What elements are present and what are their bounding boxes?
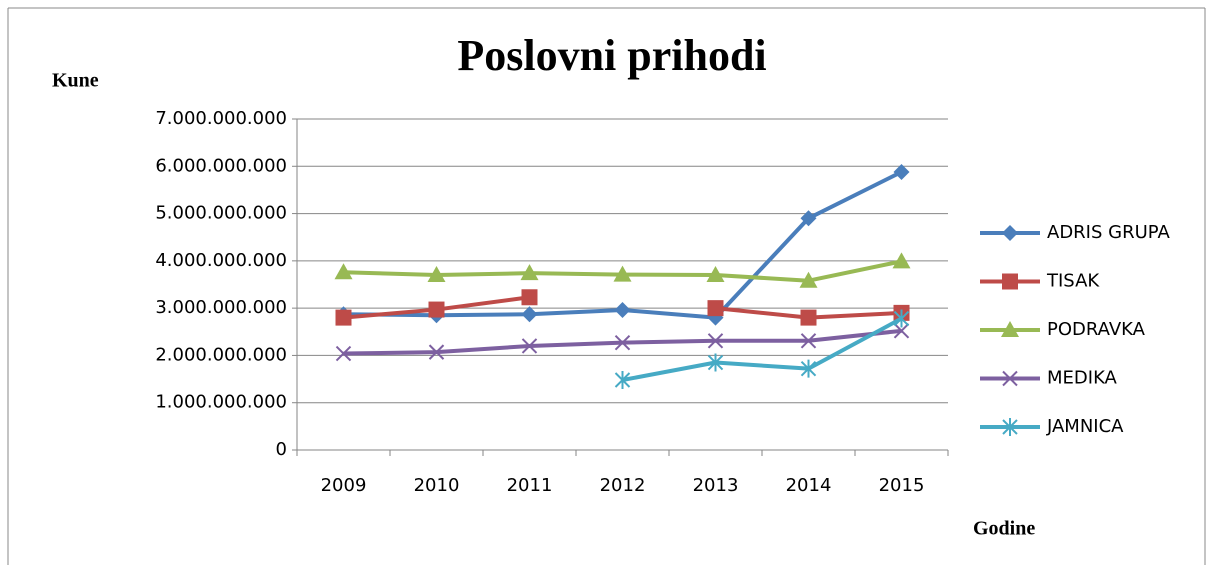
- series-line: [343, 170, 903, 320]
- legend-marker: [1001, 321, 1019, 337]
- x-tick-label: 2014: [786, 475, 832, 496]
- data-point: [428, 301, 445, 318]
- y-tick-label: 7.000.000.000: [155, 108, 287, 129]
- y-tick-label: 6.000.000.000: [155, 155, 287, 176]
- data-point: [707, 300, 724, 317]
- data-point: [521, 289, 538, 306]
- legend-marker: [1002, 273, 1018, 290]
- y-tick-label: 3.000.000.000: [155, 297, 287, 318]
- legend-label: TISAK: [1046, 271, 1100, 292]
- legend-marker: [1002, 418, 1018, 436]
- y-tick-label: 4.000.000.000: [155, 250, 287, 271]
- y-axis-label: Kune: [52, 70, 99, 92]
- data-point: [335, 309, 352, 326]
- legend-label: ADRIS GRUPA: [1047, 222, 1170, 243]
- y-tick-label: 1.000.000.000: [155, 392, 287, 413]
- data-point: [334, 263, 353, 280]
- y-tick-label: 0: [276, 439, 287, 460]
- series-line: [622, 316, 903, 382]
- legend-marker: [1002, 225, 1018, 241]
- x-tick-label: 2015: [879, 475, 925, 496]
- chart-title: Poslovni prihodi: [457, 31, 766, 80]
- data-point: [428, 344, 445, 360]
- data-point: [521, 306, 538, 323]
- data-point: [427, 266, 446, 283]
- legend-marker: [1002, 370, 1018, 387]
- x-tick-label: 2011: [507, 475, 553, 496]
- data-point: [335, 345, 352, 362]
- x-tick-label: 2010: [414, 475, 460, 496]
- data-point: [706, 266, 725, 283]
- data-point: [800, 333, 817, 349]
- legend-label: PODRAVKA: [1047, 319, 1146, 340]
- data-point: [707, 353, 724, 372]
- y-tick-label: 5.000.000.000: [155, 203, 287, 224]
- x-tick-label: 2013: [693, 475, 739, 496]
- data-point: [799, 271, 818, 288]
- legend-label: JAMNICA: [1046, 416, 1124, 437]
- data-point: [800, 309, 817, 326]
- data-point: [707, 333, 724, 349]
- data-point: [521, 338, 538, 354]
- data-point: [614, 302, 631, 319]
- y-tick-label: 2.000.000.000: [155, 344, 287, 365]
- data-point: [892, 252, 911, 269]
- data-point: [893, 323, 910, 339]
- data-point: [893, 309, 910, 328]
- x-tick-label: 2012: [600, 475, 646, 496]
- data-point: [614, 371, 631, 390]
- legend-label: MEDIKA: [1047, 368, 1118, 389]
- data-point: [614, 334, 631, 351]
- data-point: [613, 265, 632, 282]
- data-point: [800, 359, 817, 378]
- x-tick-label: 2009: [321, 475, 367, 496]
- data-point: [520, 264, 539, 281]
- data-point: [893, 163, 910, 180]
- data-point: [800, 210, 817, 227]
- x-axis-label: Godine: [973, 518, 1035, 540]
